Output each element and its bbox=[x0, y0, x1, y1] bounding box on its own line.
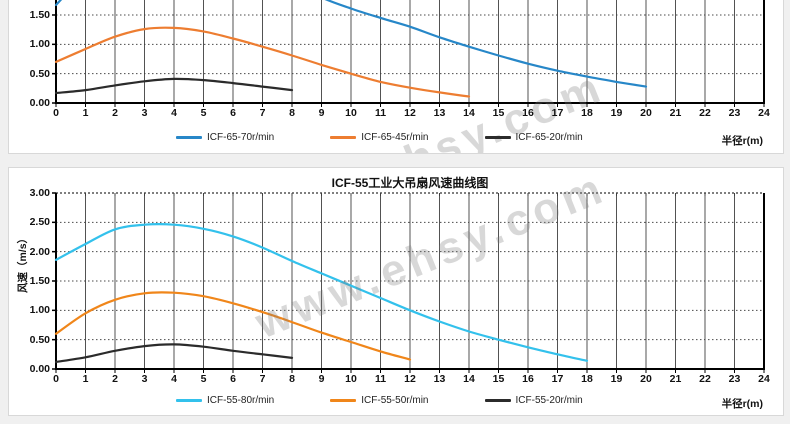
x-tick-label: 20 bbox=[640, 107, 652, 119]
x-tick-label: 3 bbox=[141, 373, 148, 385]
legend-label: ICF-65-20r/min bbox=[515, 132, 583, 143]
legend-label: ICF-55-50r/min bbox=[361, 395, 429, 406]
icf65-x-axis-title: 半径r(m) bbox=[721, 135, 763, 147]
legend-line-swatch bbox=[330, 399, 357, 402]
x-tick-label: 16 bbox=[522, 373, 534, 385]
x-tick-label: 6 bbox=[230, 373, 236, 385]
y-tick-label: 1.50 bbox=[29, 8, 50, 21]
x-tick-label: 8 bbox=[289, 107, 295, 119]
x-tick-label: 4 bbox=[171, 107, 177, 119]
x-tick-label: 18 bbox=[581, 107, 593, 119]
x-tick-label: 22 bbox=[699, 373, 711, 385]
x-tick-label: 3 bbox=[141, 107, 148, 119]
x-tick-label: 5 bbox=[200, 107, 207, 119]
legend-line-swatch bbox=[176, 136, 202, 139]
x-tick-label: 17 bbox=[551, 107, 564, 119]
icf55-chart-title: ICF-55工业大吊扇风速曲线图 bbox=[331, 176, 489, 190]
x-tick-label: 15 bbox=[492, 373, 505, 385]
legend-item: ICF-65-45r/min bbox=[330, 132, 429, 143]
x-tick-label: 15 bbox=[492, 107, 505, 119]
legend-label: ICF-55-80r/min bbox=[207, 395, 275, 406]
y-tick-label: 3.00 bbox=[29, 186, 50, 199]
y-tick-label: 2.50 bbox=[29, 216, 50, 229]
chart-card-icf55: www.ehsy.com ICF-55工业大吊扇风速曲线图 风速（m/s） IC… bbox=[8, 167, 784, 416]
x-tick-label: 23 bbox=[728, 373, 741, 385]
x-tick-label: 8 bbox=[289, 373, 295, 385]
legend-item: ICF-55-20r/min bbox=[484, 395, 583, 406]
x-tick-label: 12 bbox=[404, 373, 416, 385]
x-tick-label: 0 bbox=[53, 107, 59, 119]
x-tick-label: 4 bbox=[171, 373, 177, 385]
x-tick-label: 20 bbox=[640, 373, 652, 385]
legend-line-swatch bbox=[484, 399, 511, 402]
x-tick-label: 18 bbox=[581, 373, 593, 385]
x-tick-label: 10 bbox=[345, 107, 357, 119]
x-tick-label: 9 bbox=[318, 373, 325, 385]
x-tick-label: 5 bbox=[200, 373, 207, 385]
x-tick-label: 19 bbox=[610, 107, 623, 119]
x-tick-label: 21 bbox=[669, 107, 682, 119]
legend-label: ICF-65-45r/min bbox=[361, 132, 429, 143]
x-tick-label: 19 bbox=[610, 373, 623, 385]
x-tick-label: 10 bbox=[345, 373, 357, 385]
legend-label: ICF-65-70r/min bbox=[207, 132, 275, 143]
x-tick-label: 0 bbox=[53, 373, 59, 385]
x-tick-label: 12 bbox=[404, 107, 416, 119]
x-tick-label: 24 bbox=[758, 373, 770, 385]
x-tick-label: 11 bbox=[374, 373, 387, 385]
x-tick-label: 6 bbox=[230, 107, 236, 119]
y-tick-label: 1.00 bbox=[29, 304, 50, 317]
legend-icf65: ICF-65-70r/min ICF-65-45r/min ICF-65-20r… bbox=[176, 132, 583, 143]
y-tick-label: 0.50 bbox=[29, 67, 50, 80]
icf65-plot-canvas bbox=[52, 0, 765, 107]
x-tick-label: 21 bbox=[669, 373, 682, 385]
chart-card-icf65: www.ehsy.com ICF-65-70r/min ICF-65-45r/m… bbox=[8, 0, 784, 154]
legend-item: ICF-65-20r/min bbox=[484, 132, 583, 143]
legend-line-swatch bbox=[330, 136, 357, 139]
x-tick-label: 24 bbox=[758, 107, 770, 119]
x-tick-label: 16 bbox=[522, 107, 534, 119]
x-tick-label: 1 bbox=[82, 373, 89, 385]
legend-label: ICF-55-20r/min bbox=[515, 395, 583, 406]
y-tick-label: 1.00 bbox=[29, 38, 50, 51]
x-tick-label: 17 bbox=[551, 373, 564, 385]
icf55-plot-canvas bbox=[52, 192, 765, 373]
x-tick-label: 9 bbox=[318, 107, 325, 119]
legend-line-swatch bbox=[176, 399, 202, 402]
x-tick-label: 22 bbox=[699, 107, 711, 119]
x-tick-label: 23 bbox=[728, 107, 741, 119]
x-tick-label: 13 bbox=[433, 107, 446, 119]
x-tick-label: 11 bbox=[374, 107, 387, 119]
y-tick-label: 0.00 bbox=[29, 363, 50, 375]
legend-icf55: ICF-55-80r/min ICF-55-50r/min ICF-55-20r… bbox=[176, 395, 583, 406]
y-tick-label: 2.00 bbox=[29, 245, 50, 258]
x-tick-label: 14 bbox=[463, 373, 475, 385]
x-tick-label: 1 bbox=[82, 107, 89, 119]
x-tick-label: 14 bbox=[463, 107, 475, 119]
x-tick-label: 2 bbox=[112, 107, 118, 119]
icf55-x-axis-title: 半径r(m) bbox=[721, 398, 763, 410]
y-tick-label: 0.00 bbox=[29, 97, 50, 109]
legend-item: ICF-55-80r/min bbox=[176, 395, 274, 406]
x-tick-label: 7 bbox=[259, 107, 266, 119]
x-tick-label: 2 bbox=[112, 373, 118, 385]
legend-line-swatch bbox=[484, 136, 511, 139]
x-tick-label: 7 bbox=[259, 373, 266, 385]
x-tick-label: 13 bbox=[433, 373, 446, 385]
legend-item: ICF-65-70r/min bbox=[176, 132, 274, 143]
y-tick-label: 1.50 bbox=[29, 274, 50, 287]
y-tick-label: 0.50 bbox=[29, 333, 50, 346]
legend-item: ICF-55-50r/min bbox=[330, 395, 429, 406]
